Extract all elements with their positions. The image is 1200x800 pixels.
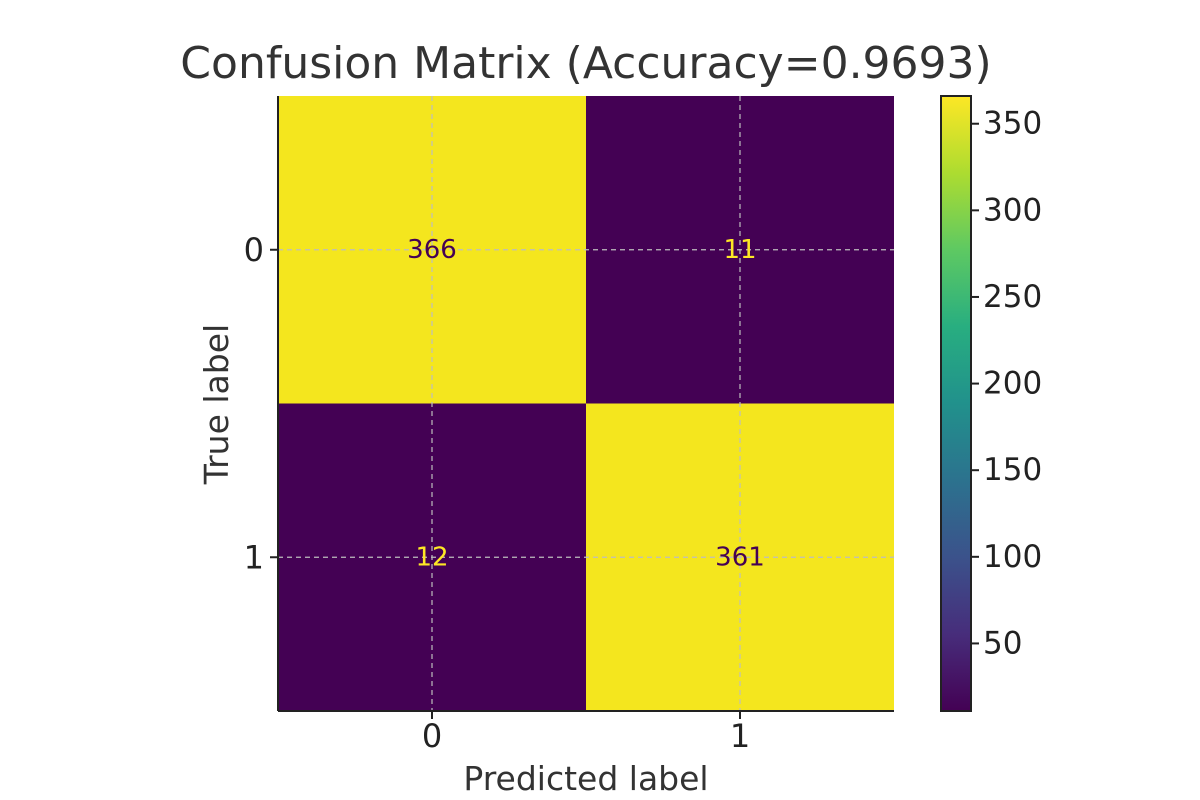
colorbar-gradient [940, 95, 972, 712]
heatmap-cells [278, 96, 894, 711]
colorbar-tick-label: 200 [983, 366, 1042, 402]
cell-value-label: 12 [415, 542, 448, 572]
colorbar: 50 100 150 200 250 300 350 [940, 95, 1042, 712]
cell-value-label: 11 [723, 235, 756, 265]
y-axis-ticks: 01 [244, 231, 278, 576]
y-axis-label: True label [197, 324, 236, 485]
plot-axes [277, 96, 894, 712]
y-tick-label: 1 [244, 538, 264, 576]
x-axis-label: Predicted label [463, 759, 708, 798]
y-tick-label: 0 [244, 231, 264, 269]
cell-value-label: 366 [407, 235, 457, 265]
colorbar-tick-label: 50 [983, 625, 1022, 661]
colorbar-tick-label: 100 [983, 539, 1042, 575]
x-tick-label: 1 [730, 717, 750, 755]
colorbar-ticks: 50 100 150 200 250 300 350 [971, 106, 1042, 661]
grid-lines [278, 96, 894, 711]
colorbar-tick-label: 150 [983, 452, 1042, 488]
x-tick-label: 0 [422, 717, 442, 755]
cell-value-label: 361 [715, 542, 765, 572]
colorbar-tick-label: 300 [983, 192, 1042, 228]
colorbar-tick-label: 250 [983, 279, 1042, 315]
cell-value-labels: 366 11 12 361 [407, 235, 765, 573]
colorbar-tick-label: 350 [983, 106, 1042, 142]
chart-title: Confusion Matrix (Accuracy=0.9693) [180, 38, 991, 89]
